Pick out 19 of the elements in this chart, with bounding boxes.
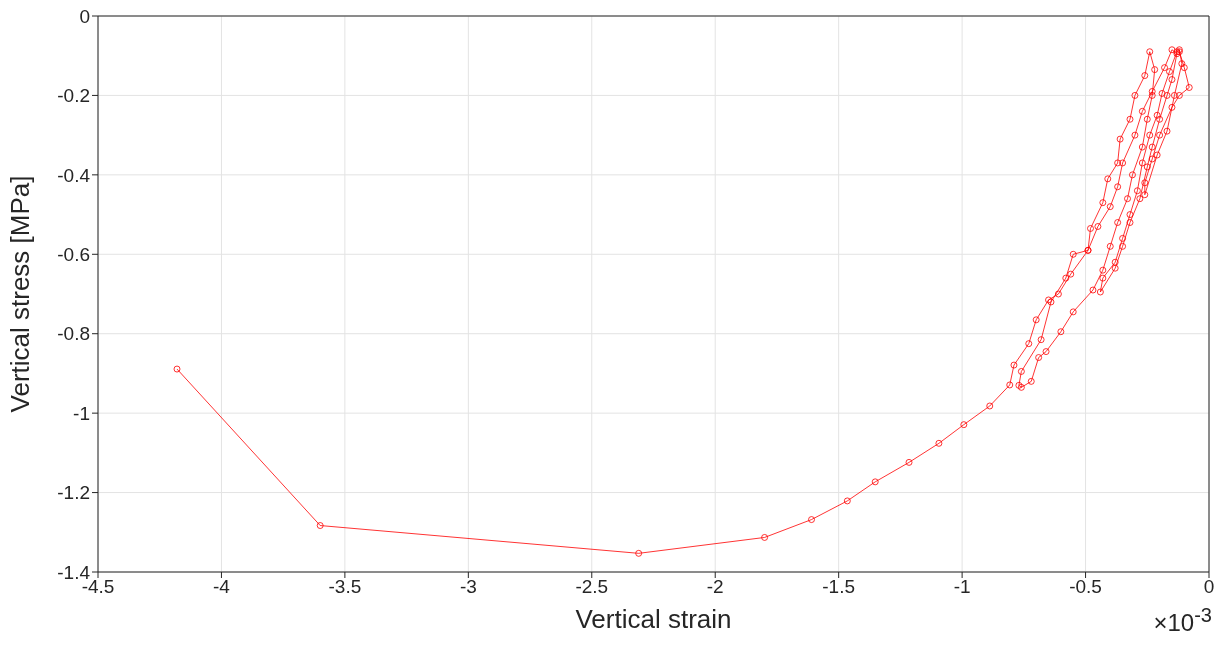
- y-tick-label: -1: [73, 402, 90, 424]
- text: ×10$^{-3}$: [1153, 604, 1212, 637]
- x-tick-label: -3.5: [328, 576, 362, 598]
- x-tick-label: -0.5: [1069, 576, 1102, 598]
- x-tick-label: -1.5: [822, 576, 856, 598]
- y-tick-label: 0: [79, 5, 90, 27]
- x-axis-title: Vertical strain: [575, 604, 732, 634]
- y-tick-label: -1.2: [57, 482, 90, 504]
- y-tick-label: -0.4: [57, 164, 91, 186]
- y-tick-label: -0.8: [57, 323, 90, 345]
- x-tick-label: -2: [706, 576, 724, 598]
- y-axis-title: Vertical stress [MPa]: [5, 175, 36, 413]
- x-tick-label: 0: [1203, 576, 1215, 598]
- x-tick-label: -3: [459, 576, 477, 598]
- x-tick-label: -4: [212, 576, 231, 598]
- x-tick-label: -1: [953, 576, 971, 598]
- x-tick-label: -2.5: [575, 576, 609, 598]
- y-tick-label: -0.6: [57, 244, 90, 266]
- y-tick-label: -0.2: [57, 85, 90, 107]
